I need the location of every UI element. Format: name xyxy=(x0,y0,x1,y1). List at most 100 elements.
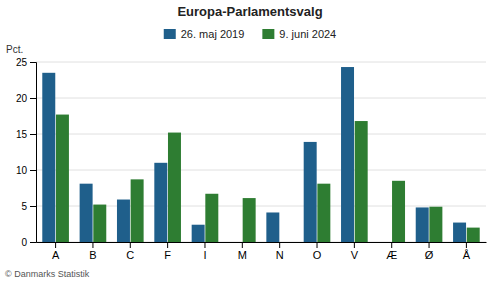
y-tick-label: 15 xyxy=(16,129,28,140)
footer: © Danmarks Statistik xyxy=(5,269,90,279)
y-tick: 25 xyxy=(16,57,36,68)
y-tick-mark xyxy=(30,242,36,243)
bar xyxy=(304,142,317,242)
bar xyxy=(56,115,69,242)
x-tick-mark xyxy=(429,242,430,248)
bar xyxy=(205,194,218,242)
y-tick-mark xyxy=(30,206,36,207)
bar xyxy=(154,163,167,242)
x-tick: B xyxy=(89,242,96,261)
x-tick-mark xyxy=(130,242,131,248)
y-tick-label: 20 xyxy=(16,93,28,104)
bar xyxy=(467,228,480,242)
y-tick-mark xyxy=(30,134,36,135)
x-tick-mark xyxy=(242,242,243,248)
x-tick: V xyxy=(351,242,359,261)
legend-swatch xyxy=(164,29,176,39)
x-tick: O xyxy=(313,242,322,261)
bar xyxy=(341,67,354,242)
y-tick: 0 xyxy=(21,237,36,248)
y-tick-label: 10 xyxy=(16,165,28,176)
bar xyxy=(453,223,466,242)
x-tick-label: V xyxy=(351,249,359,261)
x-tick-mark xyxy=(466,242,467,248)
y-tick: 5 xyxy=(21,201,36,212)
x-tick-label: B xyxy=(89,249,96,261)
x-tick: F xyxy=(164,242,171,261)
x-tick-label: O xyxy=(313,249,322,261)
legend: 26. maj 2019 9. juni 2024 xyxy=(164,28,337,40)
bar xyxy=(355,121,368,242)
series xyxy=(56,115,480,242)
x-tick-mark xyxy=(55,242,56,248)
y-axis-line xyxy=(30,63,37,243)
y-tick-mark xyxy=(30,170,36,171)
x-axis: ABCFIMNOVÆØÅ xyxy=(37,242,487,261)
x-tick-mark xyxy=(92,242,93,248)
x-tick-label: Ø xyxy=(425,249,434,261)
bar xyxy=(192,225,205,242)
grid-line xyxy=(36,170,486,171)
y-axis-title: Pct. xyxy=(6,44,23,55)
x-tick: M xyxy=(238,242,247,261)
grid-line xyxy=(36,98,486,99)
y-tick-label: 5 xyxy=(21,201,27,212)
x-tick-label: F xyxy=(164,249,171,261)
legend-label: 26. maj 2019 xyxy=(181,28,245,40)
x-tick-mark xyxy=(279,242,280,248)
bar xyxy=(266,212,279,242)
legend-label: 9. juni 2024 xyxy=(279,28,336,40)
grid xyxy=(36,62,486,242)
x-tick: A xyxy=(52,242,60,261)
legend-item: 9. juni 2024 xyxy=(262,28,336,40)
grid-line xyxy=(36,62,486,63)
x-tick: C xyxy=(126,242,134,261)
y-tick-mark xyxy=(30,98,36,99)
legend-swatch xyxy=(262,29,274,39)
x-tick: I xyxy=(203,242,206,261)
x-tick: Ø xyxy=(425,242,434,261)
bar xyxy=(317,184,330,242)
y-tick-label: 0 xyxy=(21,237,27,248)
bar xyxy=(243,198,256,242)
bar xyxy=(416,207,429,242)
bar xyxy=(229,242,242,243)
bar xyxy=(42,73,55,242)
grid-line xyxy=(36,134,486,135)
bar xyxy=(168,133,181,242)
x-tick-label: I xyxy=(203,249,206,261)
bar xyxy=(429,207,442,242)
x-tick-label: C xyxy=(126,249,134,261)
plot: A B C F I M N O V Æ Ø Å 0 5 10 15 20 25 xyxy=(16,57,487,261)
bar xyxy=(93,205,106,242)
x-tick-label: Æ xyxy=(386,249,397,261)
chart: Europa-Parlamentsvalg A B C F I M N O V Æ Ø Å 0 5 10 15 2… xyxy=(0,0,500,282)
x-tick: Å xyxy=(463,242,471,261)
x-tick-label: Å xyxy=(463,249,471,261)
x-tick-mark xyxy=(167,242,168,248)
bar xyxy=(80,184,93,242)
bar xyxy=(378,242,391,243)
x-tick-mark xyxy=(391,242,392,248)
x-tick-mark xyxy=(317,242,318,248)
y-tick: 20 xyxy=(16,93,36,104)
y-tick: 15 xyxy=(16,129,36,140)
bars xyxy=(42,67,479,242)
y-tick-label: 25 xyxy=(16,57,28,68)
x-tick-mark xyxy=(204,242,205,248)
series xyxy=(42,67,466,242)
legend-item: 26. maj 2019 xyxy=(164,28,245,40)
bar xyxy=(392,181,405,242)
bar xyxy=(280,242,293,243)
bar xyxy=(131,179,144,242)
y-tick-mark xyxy=(30,62,36,63)
bar xyxy=(117,200,130,242)
title: Europa-Parlamentsvalg xyxy=(177,4,322,19)
x-tick-label: M xyxy=(238,249,247,261)
x-tick-label: N xyxy=(276,249,284,261)
x-tick: N xyxy=(276,242,284,261)
y-axis: 0 5 10 15 20 25 xyxy=(16,57,37,248)
x-axis-line xyxy=(37,242,487,243)
y-tick: 10 xyxy=(16,165,36,176)
x-tick-mark xyxy=(354,242,355,248)
